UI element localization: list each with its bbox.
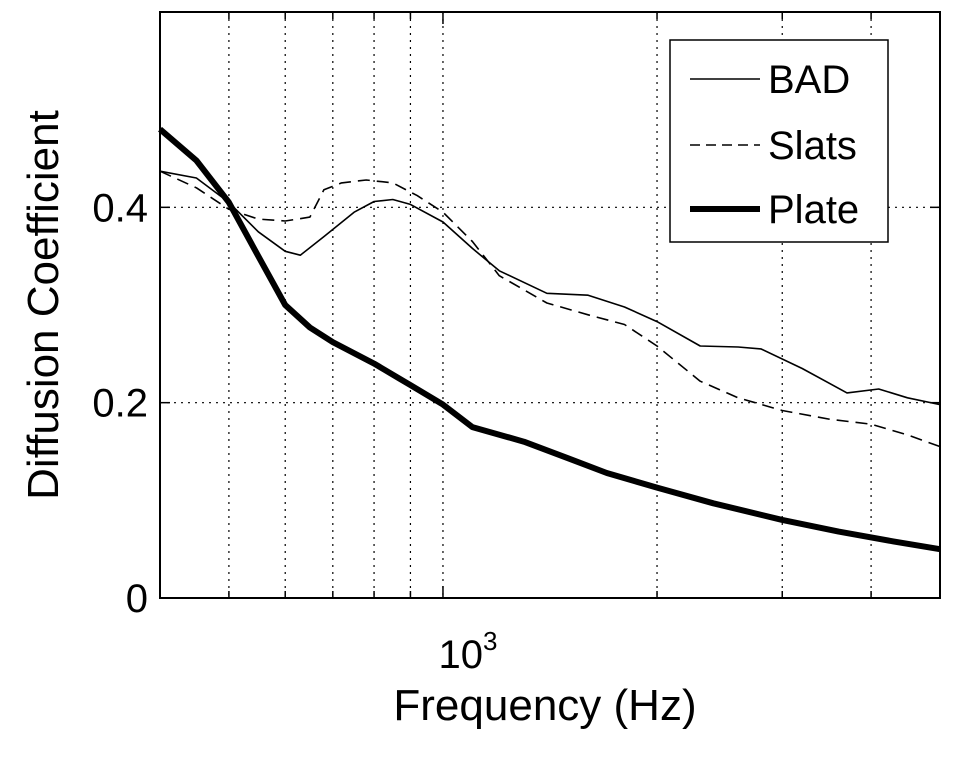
legend-label-plate: Plate: [768, 188, 859, 232]
y-tick-label: 0.4: [92, 186, 148, 230]
series-layer: [158, 126, 941, 553]
legend-label-slats: Slats: [768, 124, 857, 168]
plot-frame: [159, 11, 941, 599]
ticks: 0 0.2 0.4: [92, 12, 940, 621]
legend: BAD Slats Plate: [669, 39, 889, 243]
y-tick-label: 0: [126, 577, 148, 621]
x-tick-label: 103: [439, 626, 498, 677]
y-axis-label: Diffusion Coefficient: [19, 110, 68, 500]
y-tick-label: 0.2: [92, 382, 148, 426]
series-line-plate: [158, 126, 941, 553]
legend-label-bad: BAD: [768, 58, 850, 102]
series-line-slats: [159, 170, 941, 448]
x-axis-label: Frequency (Hz): [393, 681, 696, 730]
